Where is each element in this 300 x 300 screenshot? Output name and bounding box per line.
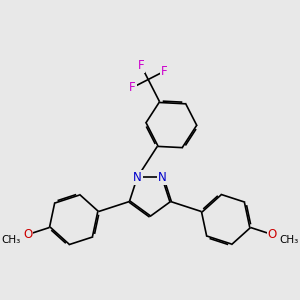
Text: CH₃: CH₃ xyxy=(2,235,21,245)
Text: O: O xyxy=(23,228,32,241)
Text: CH₃: CH₃ xyxy=(279,235,298,245)
Text: N: N xyxy=(158,171,167,184)
Text: O: O xyxy=(268,228,277,241)
Text: F: F xyxy=(160,65,167,78)
Text: F: F xyxy=(138,59,144,72)
Text: F: F xyxy=(129,81,136,94)
Text: N: N xyxy=(133,171,142,184)
